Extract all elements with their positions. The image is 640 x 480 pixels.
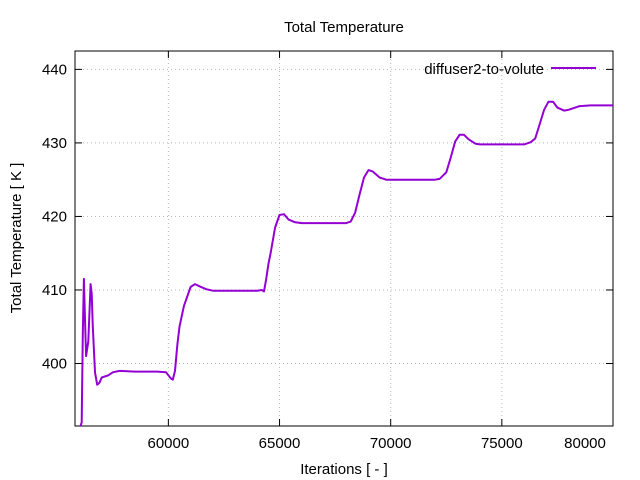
x-tick-label: 65000 [259,435,301,452]
y-tick-label: 440 [42,61,67,78]
y-axis-label: Total Temperature [ K ] [8,163,25,314]
x-tick-label: 75000 [481,435,523,452]
x-tick-label: 70000 [370,435,412,452]
series-layer [79,100,613,426]
legend-label: diffuser2-to-volute [424,61,544,78]
series-line [79,100,613,426]
y-tick-label: 420 [42,208,67,225]
plot-frame [74,50,614,427]
grid-lines [75,51,614,426]
y-tick-label: 430 [42,135,67,152]
chart-title: Total Temperature [284,19,404,36]
legend: diffuser2-to-volute [424,61,596,78]
x-tick-label: 60000 [148,435,190,452]
y-tick-label: 410 [42,282,67,299]
x-tick-label: 80000 [564,435,606,452]
y-tick-label: 400 [42,356,67,373]
axis-ticks: 400 410 420 430 440 60000 65000 70000 75000 80000 [42,51,614,452]
x-axis-label: Iterations [ - ] [300,461,388,478]
